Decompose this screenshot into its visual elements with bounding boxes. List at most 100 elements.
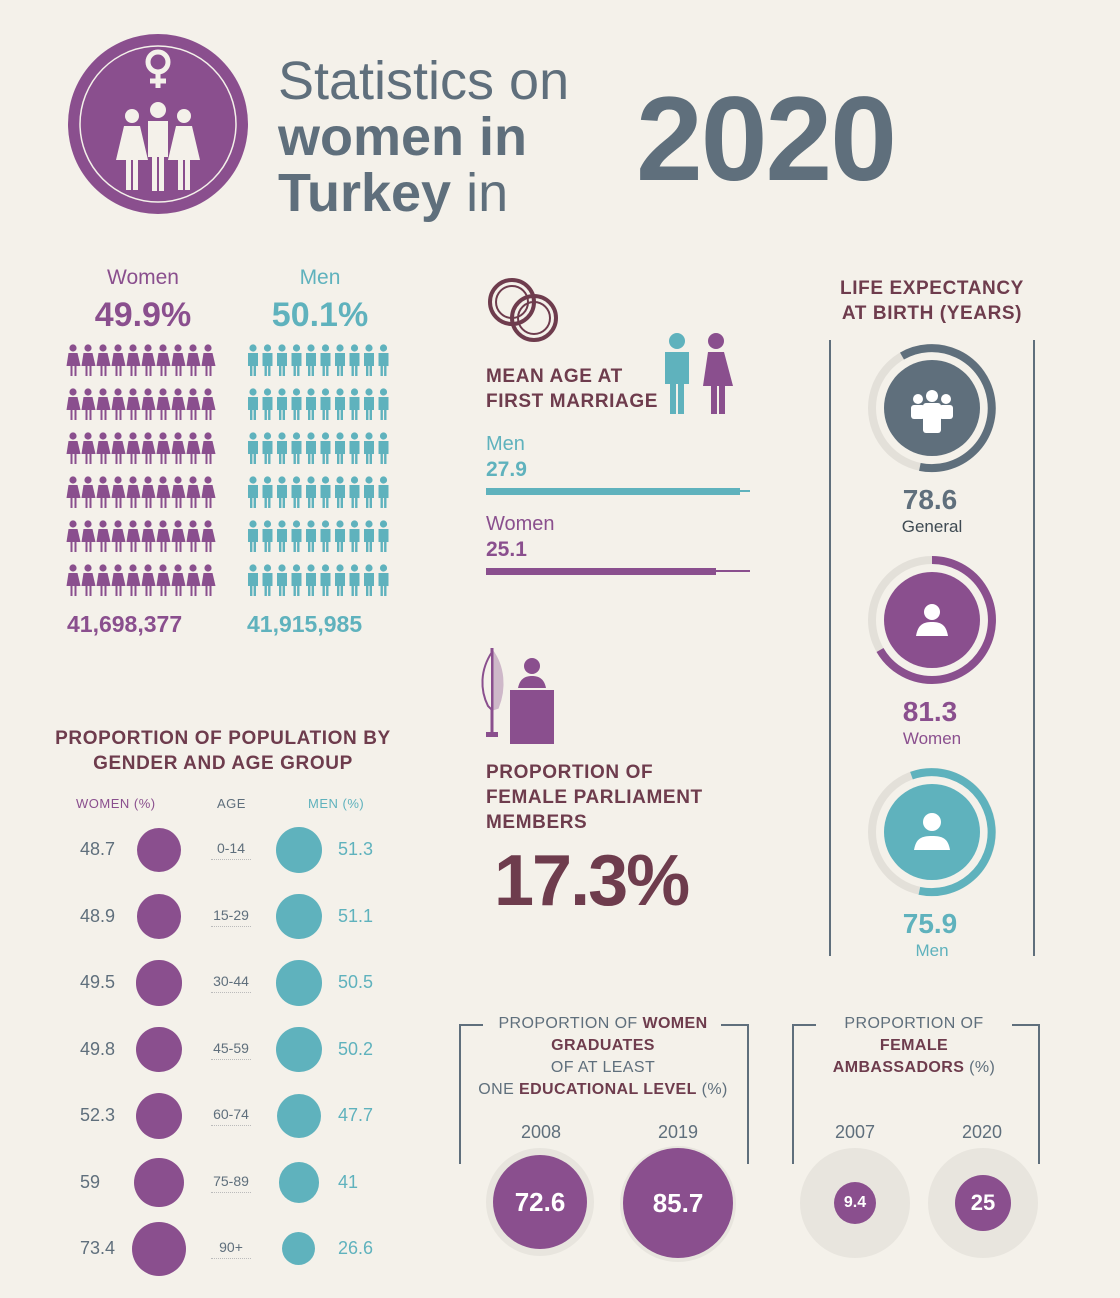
age-men-circle xyxy=(276,1026,322,1073)
graduates-year-1: 2008 xyxy=(520,1122,562,1142)
age-women-circle xyxy=(136,1026,182,1073)
age-women-header: WOMEN (%) xyxy=(76,796,156,811)
graduates-title-g: (%) xyxy=(696,1081,728,1098)
life-title-line-1: LIFE EXPECTANCY xyxy=(840,278,1024,299)
life-women-ring xyxy=(868,556,996,684)
graduates-title: PROPORTION OF WOMEN GRADUATES OF AT LEAS… xyxy=(470,1013,736,1101)
age-men-header: MEN (%) xyxy=(308,796,365,811)
group-people-icon xyxy=(911,390,953,433)
life-women-label: Women xyxy=(902,729,962,748)
parliament-value: 17.3% xyxy=(494,841,690,921)
ambassadors-title-a: PROPORTION OF xyxy=(844,1015,984,1032)
marriage-women-bar xyxy=(486,568,716,575)
title-in: in xyxy=(451,163,509,223)
ambassadors-bubble-1: 9.4 xyxy=(834,1182,876,1224)
header-logo xyxy=(68,34,248,214)
marriage-women-bar-tail xyxy=(714,570,750,572)
man-avatar-icon xyxy=(914,813,950,850)
age-women-circle xyxy=(134,1157,184,1208)
couple-icon xyxy=(665,333,733,414)
age-women-circle xyxy=(131,1221,187,1277)
graduates-title-b: WOMEN xyxy=(642,1015,708,1032)
parliament-title-line-2: FEMALE PARLIAMENT xyxy=(486,787,703,808)
age-men-value: 41 xyxy=(338,1171,359,1192)
ambassadors-title-b: FEMALE xyxy=(879,1037,949,1054)
age-men-value: 50.2 xyxy=(338,1038,374,1059)
graduates-title-a: PROPORTION OF xyxy=(498,1015,643,1032)
women-label: Women xyxy=(107,266,179,289)
wedding-rings-icon xyxy=(488,278,558,342)
age-women-circle xyxy=(135,1092,183,1140)
ambassadors-title-c: AMBASSADORS xyxy=(832,1059,965,1076)
age-header: AGE xyxy=(217,796,246,811)
life-men-ring xyxy=(868,768,996,897)
age-group-label: 30-44 xyxy=(211,973,251,993)
age-women-value: 48.7 xyxy=(80,839,116,859)
graduates-bubble-1: 72.6 xyxy=(493,1155,587,1249)
graduates-title-d: OF AT LEAST xyxy=(550,1059,656,1076)
age-men-circle xyxy=(276,1093,322,1139)
age-women-value: 59 xyxy=(80,1171,101,1192)
women-pictogram-grid xyxy=(66,344,216,600)
life-men-value: 75.9 xyxy=(902,908,958,939)
age-women-value: 49.8 xyxy=(80,1038,116,1059)
women-group-icon xyxy=(68,34,248,214)
life-title-line-2: AT BIRTH (YEARS) xyxy=(841,303,1023,324)
men-percent: 50.1% xyxy=(271,296,369,334)
age-women-circle xyxy=(136,827,182,873)
marriage-men-value: 27.9 xyxy=(486,458,527,481)
ambassadors-box xyxy=(792,1024,1040,1164)
marriage-title-line-2: FIRST MARRIAGE xyxy=(486,391,659,412)
title-line-1: Statistics on xyxy=(278,51,570,111)
ambassadors-year-2: 2020 xyxy=(961,1122,1003,1142)
title-line-2: women in xyxy=(278,107,528,167)
age-men-value: 51.3 xyxy=(338,839,374,859)
age-group-label: 0-14 xyxy=(211,840,251,860)
ambassadors-title: PROPORTION OF FEMALE AMBASSADORS (%) xyxy=(806,1013,1022,1079)
age-men-circle xyxy=(276,893,322,940)
age-title-line-1: PROPORTION OF POPULATION BY xyxy=(55,728,391,749)
age-men-value: 47.7 xyxy=(338,1105,374,1125)
age-men-circle xyxy=(276,960,322,1006)
age-group-label: 90+ xyxy=(211,1239,251,1259)
life-general-label: General xyxy=(901,517,963,536)
marriage-women-label: Women xyxy=(486,513,555,535)
ambassadors-box-top-left xyxy=(792,1024,816,1026)
age-women-value: 52.3 xyxy=(80,1105,116,1125)
age-group-label: 75-89 xyxy=(211,1173,251,1193)
age-women-circle xyxy=(136,960,182,1006)
parliament-title-line-3: MEMBERS xyxy=(486,812,588,833)
graduates-title-f: EDUCATIONAL LEVEL xyxy=(519,1081,697,1098)
marriage-title-line-1: MEAN AGE AT xyxy=(486,366,623,387)
parliament-podium-icon xyxy=(481,647,554,744)
age-group-label: 15-29 xyxy=(211,907,251,927)
men-pictogram-grid xyxy=(248,344,389,600)
men-label: Men xyxy=(299,266,341,289)
life-general-value: 78.6 xyxy=(902,484,958,515)
life-general-ring xyxy=(868,344,996,473)
graduates-box-top-left xyxy=(459,1024,483,1026)
age-women-value: 73.4 xyxy=(80,1238,116,1258)
life-divider-right xyxy=(1033,340,1035,956)
age-men-circle xyxy=(282,1232,316,1266)
graduates-title-c: GRADUATES xyxy=(551,1037,655,1054)
age-men-value: 51.1 xyxy=(338,905,374,926)
graduates-box xyxy=(459,1024,749,1164)
men-count: 41,915,985 xyxy=(247,611,363,637)
graduates-year-2: 2019 xyxy=(657,1122,699,1142)
title-country: Turkey xyxy=(278,163,452,223)
graduates-title-e: ONE xyxy=(478,1081,519,1098)
life-women-value: 81.3 xyxy=(902,696,958,727)
age-women-circle xyxy=(136,894,182,939)
age-title-line-2: GENDER AND AGE GROUP xyxy=(93,753,353,774)
ambassadors-title-d: (%) xyxy=(964,1059,996,1076)
ambassadors-year-1: 2007 xyxy=(834,1122,876,1142)
graduates-box-top-right xyxy=(721,1024,747,1026)
age-women-value: 49.5 xyxy=(80,972,116,992)
marriage-men-bar-tail xyxy=(738,490,750,492)
life-men-label: Men xyxy=(915,941,949,960)
age-men-circle xyxy=(276,827,322,873)
age-group-label: 60-74 xyxy=(211,1106,251,1126)
age-group-label: 45-59 xyxy=(211,1040,251,1060)
ambassadors-bubble-2: 25 xyxy=(955,1175,1011,1231)
